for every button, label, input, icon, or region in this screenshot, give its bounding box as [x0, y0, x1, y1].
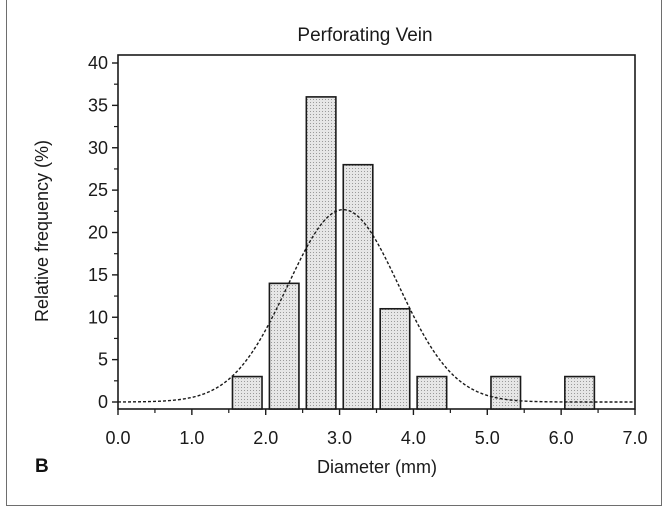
plot-area: 0.0 1.0 2.0 3.0 4.0 5.0 6.0 7.0 0 5 10 15 20 25 30 35 40 — [88, 53, 648, 448]
x-tick-label: 2.0 — [253, 428, 278, 448]
histogram-bar — [564, 375, 596, 410]
y-tick-label: 15 — [88, 265, 108, 285]
histogram-bar — [379, 307, 411, 410]
chart-title: Perforating Vein — [297, 25, 432, 46]
histogram-bar — [342, 163, 374, 410]
fit-curve — [117, 208, 635, 403]
y-tick-label: 5 — [98, 350, 108, 370]
histogram-bar — [416, 375, 448, 410]
histogram-bar — [490, 375, 522, 410]
y-tick-label: 0 — [98, 392, 108, 412]
histogram-bar — [305, 96, 337, 410]
x-axis-label: Diameter (mm) — [317, 457, 437, 477]
x-tick-label: 5.0 — [475, 428, 500, 448]
figure-panel: Perforating Vein 0.0 1.0 2.0 3.0 4.0 5.0 6.0 7.… — [6, 0, 662, 506]
plot-frame — [117, 54, 636, 410]
x-tick-label: 4.0 — [401, 428, 426, 448]
x-tick-label: 3.0 — [327, 428, 352, 448]
y-axis-label: Relative frequency (%) — [32, 140, 52, 322]
x-tick-label: 6.0 — [549, 428, 574, 448]
y-tick-label: 25 — [88, 180, 108, 200]
y-tick-label: 30 — [88, 138, 108, 158]
y-tick-label: 35 — [88, 95, 108, 115]
x-tick-label: 1.0 — [179, 428, 204, 448]
histogram-chart: Perforating Vein 0.0 1.0 2.0 3.0 4.0 5.0 6.0 7.… — [32, 25, 648, 477]
y-tick-label: 10 — [88, 307, 108, 327]
y-tick-label: 40 — [88, 53, 108, 73]
y-tick-label: 20 — [88, 223, 108, 243]
histogram-bar — [268, 282, 300, 410]
x-tick-label: 7.0 — [622, 428, 647, 448]
histogram-bar — [231, 375, 263, 410]
x-tick-label: 0.0 — [105, 428, 130, 448]
panel-label: B — [35, 456, 49, 477]
